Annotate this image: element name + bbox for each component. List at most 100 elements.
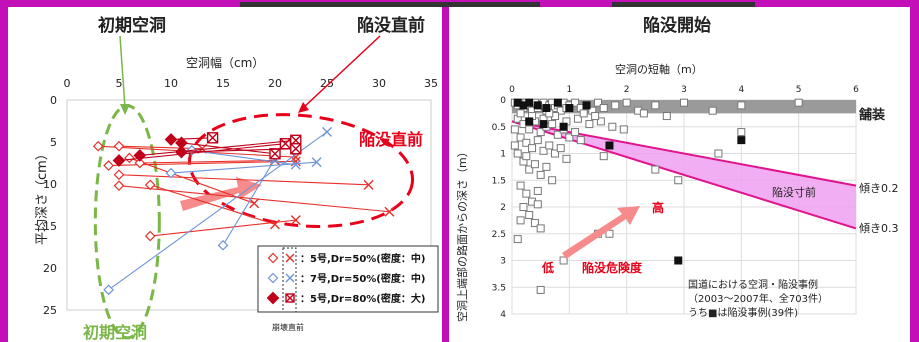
initial-cavity-label: 初期空洞 <box>83 323 147 342</box>
x-stroke-2 <box>285 273 295 283</box>
cavity-case-point <box>533 200 542 209</box>
end-marker-x <box>290 159 301 170</box>
cavity-case-point <box>737 128 746 137</box>
danger-high-label: 高 <box>652 200 664 215</box>
cavity-case-point <box>522 189 531 198</box>
right-legend-line: 国道における空洞・陥没事例 <box>688 278 818 291</box>
slope-0-2-label: 傾き0.2 <box>859 181 899 195</box>
legend-entry-label: ：5号,Dr=50%(密度：中) <box>300 252 425 265</box>
cavity-case-point <box>596 117 605 126</box>
left-y-tick-label: 20 <box>43 262 57 275</box>
cavity-case-point <box>530 160 539 169</box>
start-marker-diamond <box>124 152 135 164</box>
collapse-pointer-line <box>302 35 381 109</box>
end-marker-x <box>249 198 260 209</box>
cavity-case-point <box>516 109 525 118</box>
start-marker-diamond <box>112 154 126 167</box>
right-legend-line: （2003～2007年、全703件） <box>688 292 828 305</box>
cavity-case-point <box>536 224 545 233</box>
left-x-tick-label: 0 <box>64 77 71 90</box>
x-stroke-2 <box>207 132 219 144</box>
left-legend-note: 崩壊直前 <box>272 322 304 332</box>
collapse-case-point <box>533 101 542 110</box>
series-line <box>181 148 296 153</box>
cavity-case-point <box>548 120 557 129</box>
right-points <box>510 98 803 294</box>
cavity-case-point <box>579 109 588 118</box>
left-x-tick-label: 25 <box>320 77 334 90</box>
left-x-tick-label: 15 <box>216 77 230 90</box>
x-stroke-2 <box>270 219 280 230</box>
cavity-case-point <box>513 235 522 244</box>
left-y-axis-label: 平均深さ（cm） <box>35 147 50 245</box>
cavity-case-point <box>551 149 559 158</box>
series-line <box>129 157 255 204</box>
start-marker-diamond <box>144 179 156 191</box>
cavity-case-point <box>562 154 571 163</box>
right-x-tick-label: 1 <box>566 85 572 95</box>
cavity-case-point <box>576 136 585 145</box>
top-dark-strip <box>240 2 540 7</box>
collapse-pointer-arrowhead <box>298 102 309 113</box>
left-x-tick-label: 20 <box>268 77 282 90</box>
collapse-imminent-label: 陥没寸前 <box>772 185 816 199</box>
cavity-case-point <box>591 112 600 121</box>
pavement-label: 舗装 <box>858 107 885 123</box>
right-y-tick-label: 2 <box>500 203 506 213</box>
cavity-case-point <box>714 149 723 158</box>
x-stroke-2 <box>290 159 301 170</box>
cavity-case-point <box>510 141 519 150</box>
right-legend-line: うち■は陥没事例(39件) <box>688 306 798 319</box>
cavity-case-point <box>513 149 522 158</box>
slope-0-2-line <box>511 120 857 187</box>
series-line <box>118 174 369 186</box>
cavity-case-point <box>559 256 568 265</box>
cavity-case-point <box>737 101 746 110</box>
cavity-case-point <box>525 165 534 174</box>
initial-pointer-line <box>119 35 126 109</box>
x-stroke-2 <box>285 293 295 303</box>
right-x-axis-label: 空洞の短軸（m） <box>615 62 703 76</box>
left-x-tick-label: 10 <box>164 77 178 90</box>
before-collapse-label: 陥没直前 <box>359 130 423 149</box>
cavity-case-point <box>651 165 660 174</box>
collapse-case-point <box>582 101 591 110</box>
cavity-case-point <box>510 125 519 134</box>
start-marker-diamond <box>92 140 104 152</box>
series-line <box>139 159 276 164</box>
legend-entry-label: ：7号,Dr=50%(密度：中) <box>300 272 425 285</box>
end-marker-x-box <box>290 143 302 155</box>
cavity-case-point <box>533 136 542 145</box>
cavity-case-point <box>651 101 660 110</box>
series-2 <box>103 126 332 296</box>
left-x-tick-label: 5 <box>116 77 123 90</box>
series-line <box>118 185 390 213</box>
end-marker-x <box>285 253 295 263</box>
right-x-tick-label: 0 <box>509 85 515 95</box>
end-marker-x-box <box>206 132 219 144</box>
initial-pointer-arrowhead <box>120 104 130 115</box>
danger-arrow <box>562 206 640 259</box>
x-stroke-2 <box>249 198 260 209</box>
right-chart: 空洞の短軸（m） 空洞上端部の路面からの深さ（m） 0 1 2 3 4 5 6 0 0.5 1 1.… <box>455 62 899 322</box>
series-line <box>150 219 296 237</box>
start-marker-diamond <box>113 169 125 181</box>
collapse-case-point <box>737 136 746 145</box>
series-line <box>150 184 276 225</box>
start-marker-diamond <box>217 239 229 251</box>
danger-low-label: 低 <box>541 260 554 275</box>
series-3 <box>112 132 302 167</box>
cavity-case-point <box>674 176 683 185</box>
start-marker-diamond <box>113 180 125 192</box>
end-marker-x <box>270 219 280 230</box>
collapse-case-point <box>525 117 534 126</box>
series-line <box>170 137 213 141</box>
cavity-case-point <box>530 219 539 228</box>
x-stroke-2 <box>269 148 281 160</box>
start-marker-diamond <box>267 252 279 264</box>
cavity-case-point <box>585 120 594 129</box>
start-marker-diamond <box>134 157 146 169</box>
collapse-case-point <box>559 122 568 131</box>
start-marker-diamond <box>144 230 156 242</box>
cavity-case-point <box>565 133 574 142</box>
